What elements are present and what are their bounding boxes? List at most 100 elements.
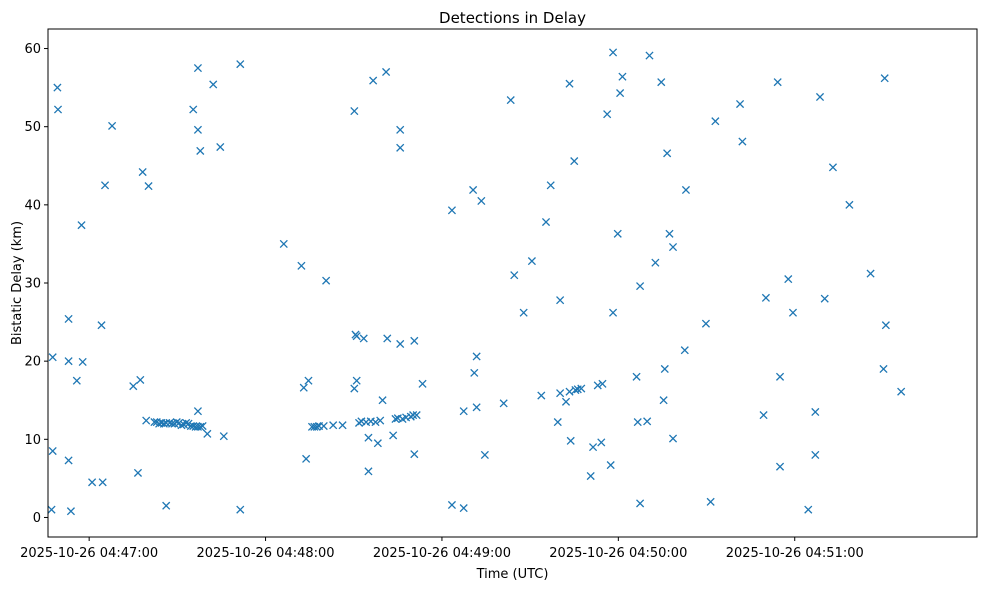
data-point — [203, 429, 212, 438]
data-point — [47, 505, 56, 514]
data-point — [189, 105, 198, 114]
data-point — [193, 407, 202, 416]
data-point — [499, 399, 508, 408]
data-point — [659, 396, 668, 405]
data-point — [570, 157, 579, 166]
data-point — [681, 185, 691, 195]
data-point — [371, 418, 380, 427]
data-point — [459, 504, 468, 513]
data-point — [597, 438, 606, 447]
data-point — [382, 67, 391, 77]
data-point — [53, 105, 63, 114]
y-tick-label: 10 — [24, 433, 41, 448]
data-point — [571, 386, 580, 395]
data-point — [389, 431, 398, 440]
data-point — [537, 391, 546, 400]
data-point — [410, 450, 419, 459]
x-tick-label: 2025-10-26 04:49:00 — [373, 546, 511, 561]
x-tick-label: 2025-10-26 04:51:00 — [726, 546, 864, 561]
data-point — [373, 439, 382, 448]
data-point — [556, 296, 565, 305]
data-point — [409, 411, 418, 420]
data-point — [352, 332, 361, 341]
data-point — [396, 125, 405, 134]
data-point — [665, 229, 674, 238]
data-point — [761, 293, 770, 302]
data-point — [196, 146, 205, 155]
data-point — [78, 357, 87, 366]
data-point — [828, 163, 838, 172]
data-point — [396, 339, 405, 349]
data-point — [645, 51, 654, 60]
data-point — [359, 334, 368, 343]
data-point — [618, 72, 627, 81]
data-point — [100, 181, 110, 190]
data-point — [53, 83, 62, 92]
data-point — [412, 411, 421, 420]
data-point — [701, 319, 711, 328]
data-point — [88, 478, 97, 487]
data-point — [396, 143, 405, 152]
data-point — [606, 461, 615, 470]
data-point — [565, 79, 574, 88]
data-point — [391, 414, 400, 424]
data-point — [319, 421, 328, 431]
data-point — [472, 352, 481, 361]
plot-area — [48, 29, 977, 537]
data-point — [811, 450, 820, 459]
data-point — [738, 137, 747, 146]
data-point — [603, 110, 612, 119]
data-point — [383, 334, 392, 343]
data-point — [477, 196, 486, 205]
data-point — [299, 383, 308, 392]
data-point — [410, 336, 419, 345]
data-point — [593, 381, 602, 390]
data-point — [759, 411, 768, 420]
data-point — [845, 200, 854, 209]
data-point — [660, 364, 669, 374]
data-point — [66, 507, 75, 516]
data-point — [364, 433, 373, 442]
data-point — [632, 372, 641, 381]
data-point — [561, 397, 571, 406]
x-tick-label: 2025-10-26 04:50:00 — [549, 546, 687, 561]
data-point — [172, 418, 181, 427]
data-point — [304, 376, 313, 385]
data-point — [735, 99, 745, 109]
data-point — [711, 117, 720, 126]
data-point — [150, 418, 159, 427]
data-point — [378, 396, 387, 405]
y-tick-label: 30 — [24, 277, 41, 292]
data-point — [472, 403, 481, 412]
data-point — [142, 416, 151, 425]
data-point — [546, 181, 555, 190]
data-point — [193, 64, 202, 73]
data-point — [510, 271, 519, 280]
data-point — [198, 421, 207, 431]
data-point — [480, 450, 489, 459]
data-point — [447, 206, 456, 215]
data-point — [613, 229, 622, 238]
data-point — [209, 80, 218, 89]
data-point — [64, 314, 73, 324]
data-point — [236, 60, 245, 69]
data-point — [329, 421, 338, 430]
data-point — [350, 107, 359, 116]
data-point — [788, 308, 798, 317]
data-point — [352, 376, 361, 385]
data-point — [775, 372, 785, 381]
data-point — [236, 505, 245, 514]
data-point — [162, 501, 171, 510]
x-tick-label: 2025-10-26 04:47:00 — [20, 546, 158, 561]
y-tick-label: 50 — [24, 120, 41, 135]
data-point — [136, 375, 145, 384]
data-point — [663, 149, 672, 158]
data-point — [633, 418, 642, 427]
data-point — [182, 418, 191, 427]
data-point — [193, 125, 202, 134]
data-point — [469, 185, 478, 195]
data-point — [553, 418, 562, 427]
data-point — [643, 417, 652, 426]
data-point — [48, 446, 57, 456]
data-point — [586, 471, 595, 481]
